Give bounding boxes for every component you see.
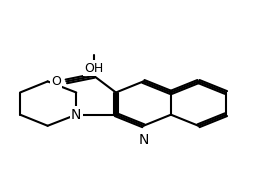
Text: N: N: [71, 108, 81, 122]
Text: O: O: [51, 75, 61, 88]
Text: OH: OH: [84, 62, 104, 75]
Text: N: N: [138, 133, 149, 147]
